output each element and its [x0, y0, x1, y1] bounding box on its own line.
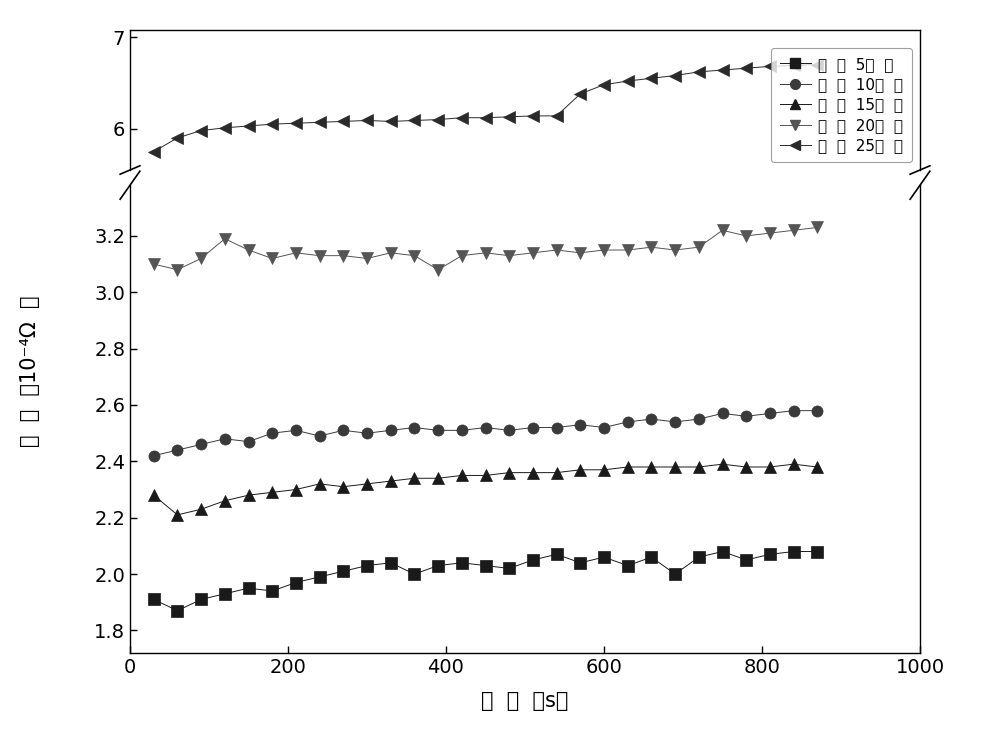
- Legend: 保  温  5分  钟, 保  温  10分  钟, 保  温  15分  钟, 保  温  20分  钟, 保  温  25分  钟: 保 温 5分 钟, 保 温 10分 钟, 保 温 15分 钟, 保 温 20分 …: [771, 47, 912, 162]
- Text: 电  阱  （10⁻⁴Ω  ）: 电 阱 （10⁻⁴Ω ）: [20, 295, 40, 447]
- X-axis label: 时  间  （s）: 时 间 （s）: [481, 691, 569, 711]
